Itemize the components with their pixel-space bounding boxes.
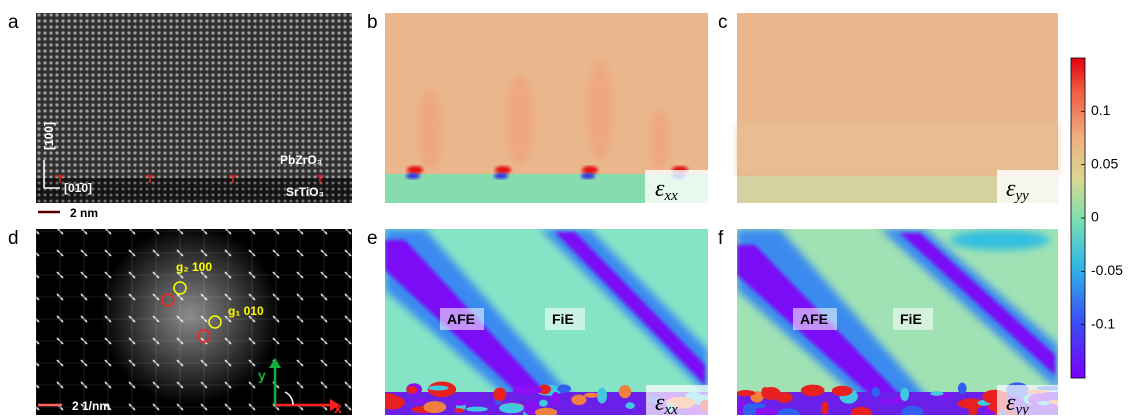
interface-blob <box>493 387 506 400</box>
interface-blob <box>407 386 417 394</box>
panel-label: e <box>367 228 378 249</box>
scale-label: 2 nm <box>70 206 98 220</box>
subscript: xx <box>663 188 678 204</box>
interface-blob <box>736 390 755 396</box>
region-label: FiE <box>900 311 922 327</box>
interface-blob <box>872 387 880 397</box>
interface-blob <box>379 395 405 409</box>
dipole-neg <box>581 173 595 179</box>
interface-blob <box>466 407 488 412</box>
spot-label: g₂ 100 <box>176 260 212 274</box>
panel-label: f <box>718 228 724 249</box>
interface-blob <box>428 386 449 391</box>
interface-blob <box>424 401 447 413</box>
panel-a: a [100] [01̄0] PbZrO₃ SrTiO₃ 2 nm <box>8 12 352 220</box>
interface-blob <box>619 385 631 398</box>
interface-blob <box>412 399 428 403</box>
subscript: yy <box>1013 188 1029 204</box>
colorbar-tick-label: -0.1 <box>1091 315 1115 331</box>
interface-blob <box>930 391 943 395</box>
interface-blob <box>832 386 853 396</box>
spot-label: g₁ 010 <box>228 304 264 318</box>
colorbar-tick-label: 0.05 <box>1091 155 1118 171</box>
panel-label: d <box>8 228 19 249</box>
subscript: xx <box>663 402 678 415</box>
interface-blob <box>625 402 634 409</box>
panel-f: f AFE FiE εyy <box>718 228 1063 415</box>
layer-label: PbZrO₃ <box>280 153 322 167</box>
interface-blob <box>454 408 464 412</box>
subscript: yy <box>1013 402 1029 415</box>
interface-blob <box>551 392 560 407</box>
figure: a [100] [01̄0] PbZrO₃ SrTiO₃ 2 nm b εxx … <box>0 0 1135 415</box>
panel-d: d g₂ 100 g₁ 010 2 1/nm y x <box>8 225 352 415</box>
panel-label: b <box>367 12 378 33</box>
region-label: FiE <box>552 311 574 327</box>
colorbar-tick-label: -0.05 <box>1091 262 1123 278</box>
axis-label: y <box>258 367 266 383</box>
region-label: AFE <box>447 311 475 327</box>
dipole-neg <box>406 173 420 179</box>
interface-blob <box>584 393 599 398</box>
panel-e: e AFE FiE εxx <box>367 228 718 415</box>
region-label: AFE <box>800 311 828 327</box>
interface-blob <box>879 398 904 404</box>
scale-label: 2 1/nm <box>72 399 110 413</box>
colorbar: 0.1 0.05 0 -0.05 -0.1 <box>1071 58 1123 378</box>
dipole-pos <box>495 166 511 174</box>
colorbar-tick-label: 0.1 <box>1091 102 1111 118</box>
direction-label: [01̄0] <box>64 181 92 195</box>
direction-label: [100] <box>42 122 56 150</box>
panel-c: c εyy <box>718 12 1058 204</box>
interface-blob <box>571 395 586 405</box>
interface-blob <box>539 400 548 407</box>
panel-label: a <box>8 12 19 33</box>
interface-blob <box>900 388 909 401</box>
interface-blob <box>513 385 542 396</box>
interface-blob <box>821 401 828 414</box>
axis-label: x <box>334 400 342 415</box>
panel-label: c <box>718 12 728 33</box>
dipole-neg <box>494 173 508 179</box>
interface-blob <box>958 383 967 395</box>
interface-blob <box>801 385 825 397</box>
dipole-pos <box>582 166 598 174</box>
layer-label: SrTiO₃ <box>286 185 324 199</box>
interface-blob <box>499 403 524 413</box>
colorbar-tick-label: 0 <box>1091 209 1099 225</box>
dipole-pos <box>407 166 423 174</box>
panel-b: b εxx <box>367 12 708 204</box>
interface-blob <box>557 385 571 393</box>
interface-blob <box>761 387 780 400</box>
interface-blob <box>453 400 467 406</box>
